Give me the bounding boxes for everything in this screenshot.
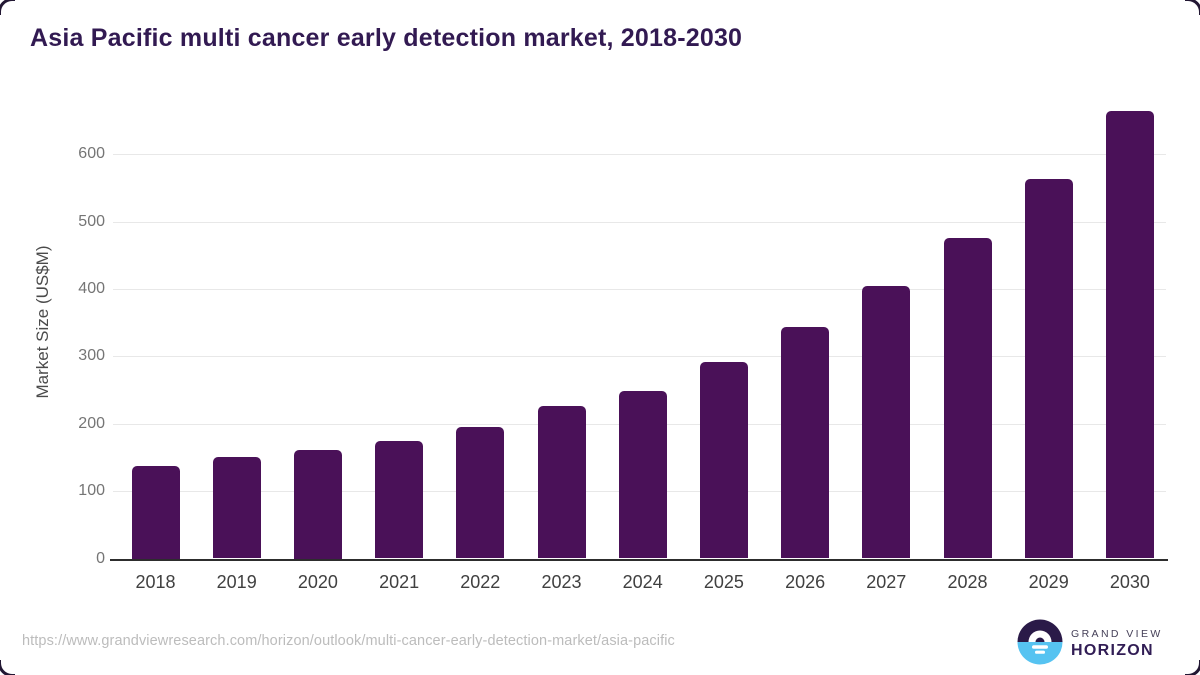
gridline-400 bbox=[113, 289, 1166, 290]
horizon-sunrise-icon bbox=[1017, 619, 1063, 665]
y-axis-title: Market Size (US$M) bbox=[33, 245, 52, 399]
y-tick-label-200: 200 bbox=[78, 414, 105, 432]
x-tick-label-2018: 2018 bbox=[135, 572, 176, 592]
logo-brand-bottom: HORIZON bbox=[1071, 642, 1154, 659]
gridline-600 bbox=[113, 154, 1166, 156]
bar-2025[interactable] bbox=[699, 361, 748, 559]
bar-2018[interactable] bbox=[131, 465, 180, 559]
x-tick-label-2021: 2021 bbox=[379, 572, 420, 592]
bar-2020[interactable] bbox=[293, 450, 342, 559]
card-corner-top-right bbox=[1185, 0, 1200, 15]
x-tick-label-2026: 2026 bbox=[785, 572, 826, 592]
bar-2026[interactable] bbox=[781, 326, 830, 559]
logo-brand-top: GRAND VIEW bbox=[1071, 628, 1163, 640]
bar-2029[interactable] bbox=[1024, 179, 1073, 559]
bar-2028[interactable] bbox=[943, 237, 992, 559]
x-tick-label-2030: 2030 bbox=[1109, 572, 1150, 592]
bar-2023[interactable] bbox=[537, 405, 586, 559]
gridline-300 bbox=[113, 356, 1166, 358]
bar-2030[interactable] bbox=[1105, 111, 1154, 559]
bar-2024[interactable] bbox=[618, 390, 667, 559]
gridline-500 bbox=[113, 221, 1166, 223]
card-corner-bottom-left bbox=[0, 660, 15, 675]
x-tick-label-2025: 2025 bbox=[703, 572, 744, 592]
y-tick-label-100: 100 bbox=[78, 482, 105, 500]
y-tick-label-300: 300 bbox=[78, 347, 105, 365]
page-title: Asia Pacific multi cancer early detectio… bbox=[30, 24, 743, 52]
x-tick-label-2027: 2027 bbox=[866, 572, 907, 592]
bar-2021[interactable] bbox=[375, 441, 424, 559]
card-corner-bottom-right bbox=[1185, 660, 1200, 675]
logo-wordmark: GRAND VIEW HORIZON bbox=[1071, 628, 1163, 660]
x-tick-label-2023: 2023 bbox=[541, 572, 582, 592]
x-axis-line bbox=[110, 558, 1168, 561]
card-corner-top-left bbox=[0, 0, 15, 15]
bar-2027[interactable] bbox=[862, 285, 911, 559]
x-tick-label-2029: 2029 bbox=[1028, 572, 1069, 592]
x-tick-label-2024: 2024 bbox=[622, 572, 663, 592]
y-tick-label-500: 500 bbox=[78, 212, 105, 230]
x-tick-label-2019: 2019 bbox=[216, 572, 257, 592]
grand-view-horizon-logo: GRAND VIEW HORIZON bbox=[1017, 619, 1177, 665]
source-url: https://www.grandviewresearch.com/horizo… bbox=[22, 633, 675, 649]
x-tick-label-2020: 2020 bbox=[297, 572, 338, 592]
x-tick-label-2028: 2028 bbox=[947, 572, 988, 592]
bar-2022[interactable] bbox=[456, 427, 505, 559]
bar-2019[interactable] bbox=[212, 457, 261, 559]
y-tick-label-600: 600 bbox=[78, 145, 105, 163]
y-tick-label-400: 400 bbox=[78, 280, 105, 297]
x-tick-label-2022: 2022 bbox=[460, 572, 501, 592]
y-tick-label-0: 0 bbox=[96, 549, 105, 567]
